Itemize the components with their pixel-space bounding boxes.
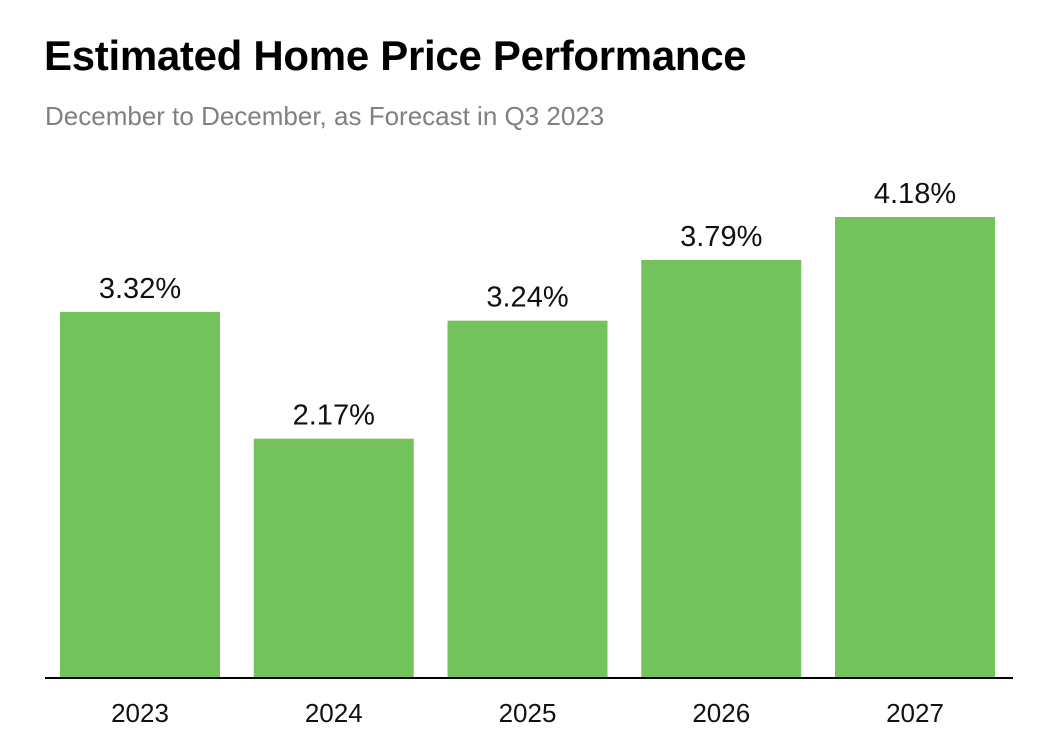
bar-2027 <box>835 217 995 678</box>
data-label-2024: 2.17% <box>293 400 375 432</box>
x-tick-label-2025: 2025 <box>499 698 557 728</box>
chart-subtitle: December to December, as Forecast in Q3 … <box>45 101 605 131</box>
data-label-2023: 3.32% <box>99 273 181 305</box>
data-label-2025: 3.24% <box>486 282 568 314</box>
x-tick-label-2027: 2027 <box>886 698 944 728</box>
chart-title: Estimated Home Price Performance <box>44 32 747 79</box>
x-tick-label-2023: 2023 <box>111 698 169 728</box>
data-label-2027: 4.18% <box>874 178 956 210</box>
bar-2023 <box>60 311 220 678</box>
bar-2024 <box>253 438 414 678</box>
bar-2025 <box>447 320 608 678</box>
bar-2026 <box>641 260 802 678</box>
x-tick-label-2026: 2026 <box>692 698 750 728</box>
data-label-2026: 3.79% <box>680 221 762 253</box>
x-tick-label-2024: 2024 <box>305 698 363 728</box>
